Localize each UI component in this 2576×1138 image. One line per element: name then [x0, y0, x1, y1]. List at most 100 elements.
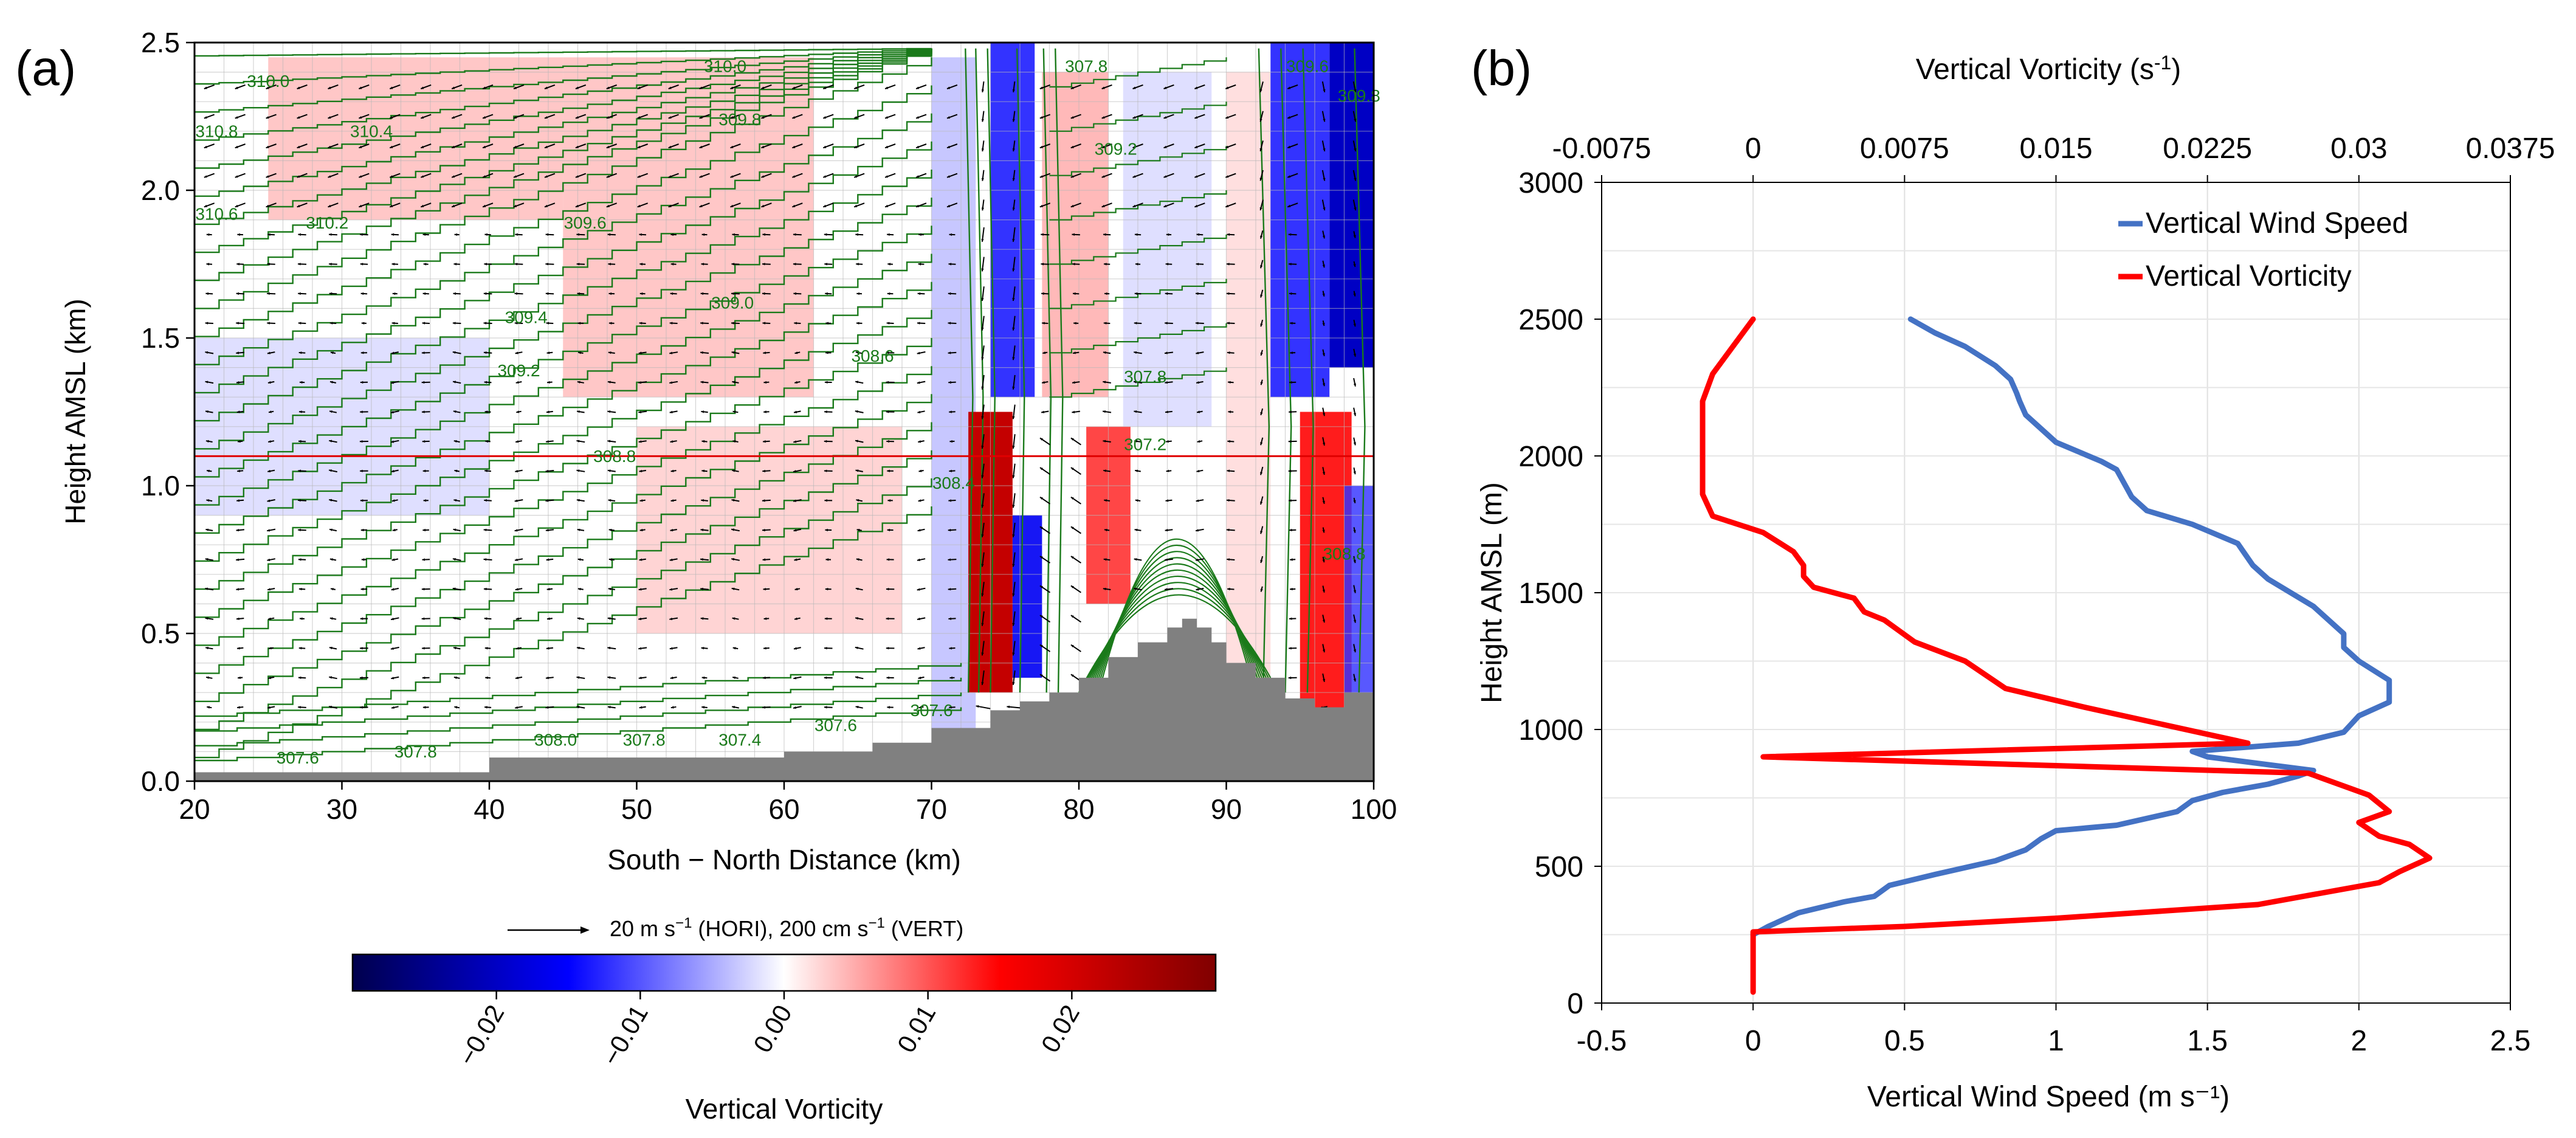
wind-vector-head — [917, 558, 920, 562]
wind-vector-head — [1012, 178, 1015, 181]
wind-vector-head — [1104, 263, 1107, 266]
wind-vector-head — [298, 322, 301, 325]
wind-vector-head — [391, 499, 395, 502]
wind-vector-head — [1290, 558, 1293, 561]
wind-vector-head — [1322, 235, 1326, 239]
wind-vector-head — [205, 528, 209, 531]
wind-vector-head — [328, 204, 331, 207]
wind-vector-head — [1166, 233, 1169, 236]
wind-vector-head — [856, 499, 859, 502]
x-tick-label: 2.5 — [2490, 1025, 2531, 1057]
wind-vector-head — [608, 351, 611, 354]
wind-vector-head — [205, 617, 208, 620]
wind-vector-head — [205, 587, 208, 590]
wind-vector-head — [483, 351, 487, 354]
panel-b-left-axis: 0 500 1000 1500 2000 2500 3000 — [1518, 167, 1602, 1020]
wind-vector-head — [638, 440, 642, 443]
wind-vector-head — [204, 116, 207, 119]
wind-vector-head — [1227, 587, 1230, 591]
wind-vector-head — [235, 204, 238, 207]
wind-vector-head — [606, 145, 610, 148]
wind-vector-head — [793, 499, 796, 502]
theta-contour-label: 310.8 — [195, 122, 238, 141]
wind-vector-head — [235, 175, 238, 178]
panel-b-bottom-axis: -0.5 0 0.5 1 1.5 2 2.5 — [1577, 1003, 2531, 1057]
wind-vector-head — [1227, 469, 1230, 472]
wind-vector-head — [885, 145, 889, 148]
wind-vector-head — [670, 706, 674, 709]
theta-contour — [1049, 234, 1227, 265]
wind-vector-head — [546, 440, 549, 443]
panel-b-legend: Vertical Wind Speed Vertical Vorticity — [2118, 207, 2408, 292]
wind-vector-head — [949, 706, 952, 709]
wind-vector-head — [390, 116, 393, 119]
wind-vector-head — [1196, 588, 1199, 591]
wind-vector-head — [360, 381, 363, 384]
wind-vector-head — [514, 322, 518, 325]
wind-vector-head — [1323, 148, 1326, 151]
wind-vector-head — [421, 86, 424, 89]
theta-contour — [195, 170, 932, 422]
wind-vector-head — [981, 327, 984, 331]
wind-vector-head — [297, 175, 300, 178]
wind-vector-head — [1012, 593, 1015, 596]
x2-tick-label: 0 — [1745, 133, 1762, 165]
wind-vector-head — [669, 410, 673, 413]
wind-vector-head — [421, 617, 425, 620]
wind-vector-head — [330, 381, 333, 384]
wind-vector-head — [981, 446, 984, 449]
vorticity-patch — [1012, 515, 1042, 678]
wind-vector-head — [515, 469, 518, 473]
wind-vector-head — [298, 676, 301, 679]
wind-vector-head — [1165, 381, 1168, 384]
wind-vector-head — [1070, 116, 1074, 119]
theta-contour — [1354, 48, 1366, 693]
wind-vector-head — [763, 588, 766, 591]
wind-vector-head — [452, 351, 456, 354]
wind-vector-head — [1322, 559, 1325, 563]
wind-vector-head — [329, 322, 333, 325]
wind-vector-head — [1353, 619, 1357, 623]
wind-vector-head — [1070, 86, 1074, 89]
wind-vector-head — [1227, 351, 1230, 354]
theta-contour — [1098, 538, 1252, 693]
theta-contour-label: 307.2 — [1124, 435, 1166, 454]
wind-vector-head — [390, 175, 393, 178]
wind-vector-head — [1194, 204, 1198, 207]
wind-vector-head — [360, 647, 363, 650]
wind-vector-head — [1039, 204, 1043, 207]
panel-a-letter: (a) — [15, 41, 76, 96]
wind-vector-head — [1196, 381, 1199, 384]
wind-vector-head — [391, 677, 394, 680]
wind-vector-head — [701, 499, 704, 502]
wind-vector-head — [1354, 89, 1357, 92]
wind-vector-head — [204, 204, 207, 207]
wind-vector-head — [515, 558, 518, 561]
wind-vector-head — [1073, 292, 1076, 295]
theta-contour — [195, 48, 932, 141]
wind-vector-head — [452, 145, 455, 148]
theta-contour — [195, 677, 962, 732]
wind-vector-head — [855, 706, 859, 709]
wind-vector-head — [668, 86, 672, 89]
wind-vector-head — [1353, 678, 1356, 682]
wind-vector-head — [1041, 410, 1044, 413]
wind-vector-head — [668, 145, 672, 148]
wind-vector-head — [823, 86, 827, 89]
y-tick-label: 0.5 — [141, 618, 180, 649]
wind-vector-head — [916, 204, 919, 207]
legend-label-wind-speed: Vertical Wind Speed — [2146, 207, 2408, 240]
wind-vector-head — [266, 145, 269, 148]
wind-vector-head — [949, 469, 952, 472]
wind-vector-head — [763, 410, 766, 413]
wind-vector-head — [361, 322, 365, 325]
wind-vector-head — [855, 676, 858, 679]
wind-vector-head — [918, 499, 921, 502]
wind-vector-head — [732, 706, 735, 709]
wind-vector-head — [1012, 682, 1015, 685]
wind-vector-head — [794, 322, 797, 325]
wind-vector-head — [298, 647, 302, 650]
wind-vector-head — [886, 647, 889, 650]
wind-vector-head — [1322, 353, 1325, 356]
theta-contour — [1280, 48, 1292, 693]
